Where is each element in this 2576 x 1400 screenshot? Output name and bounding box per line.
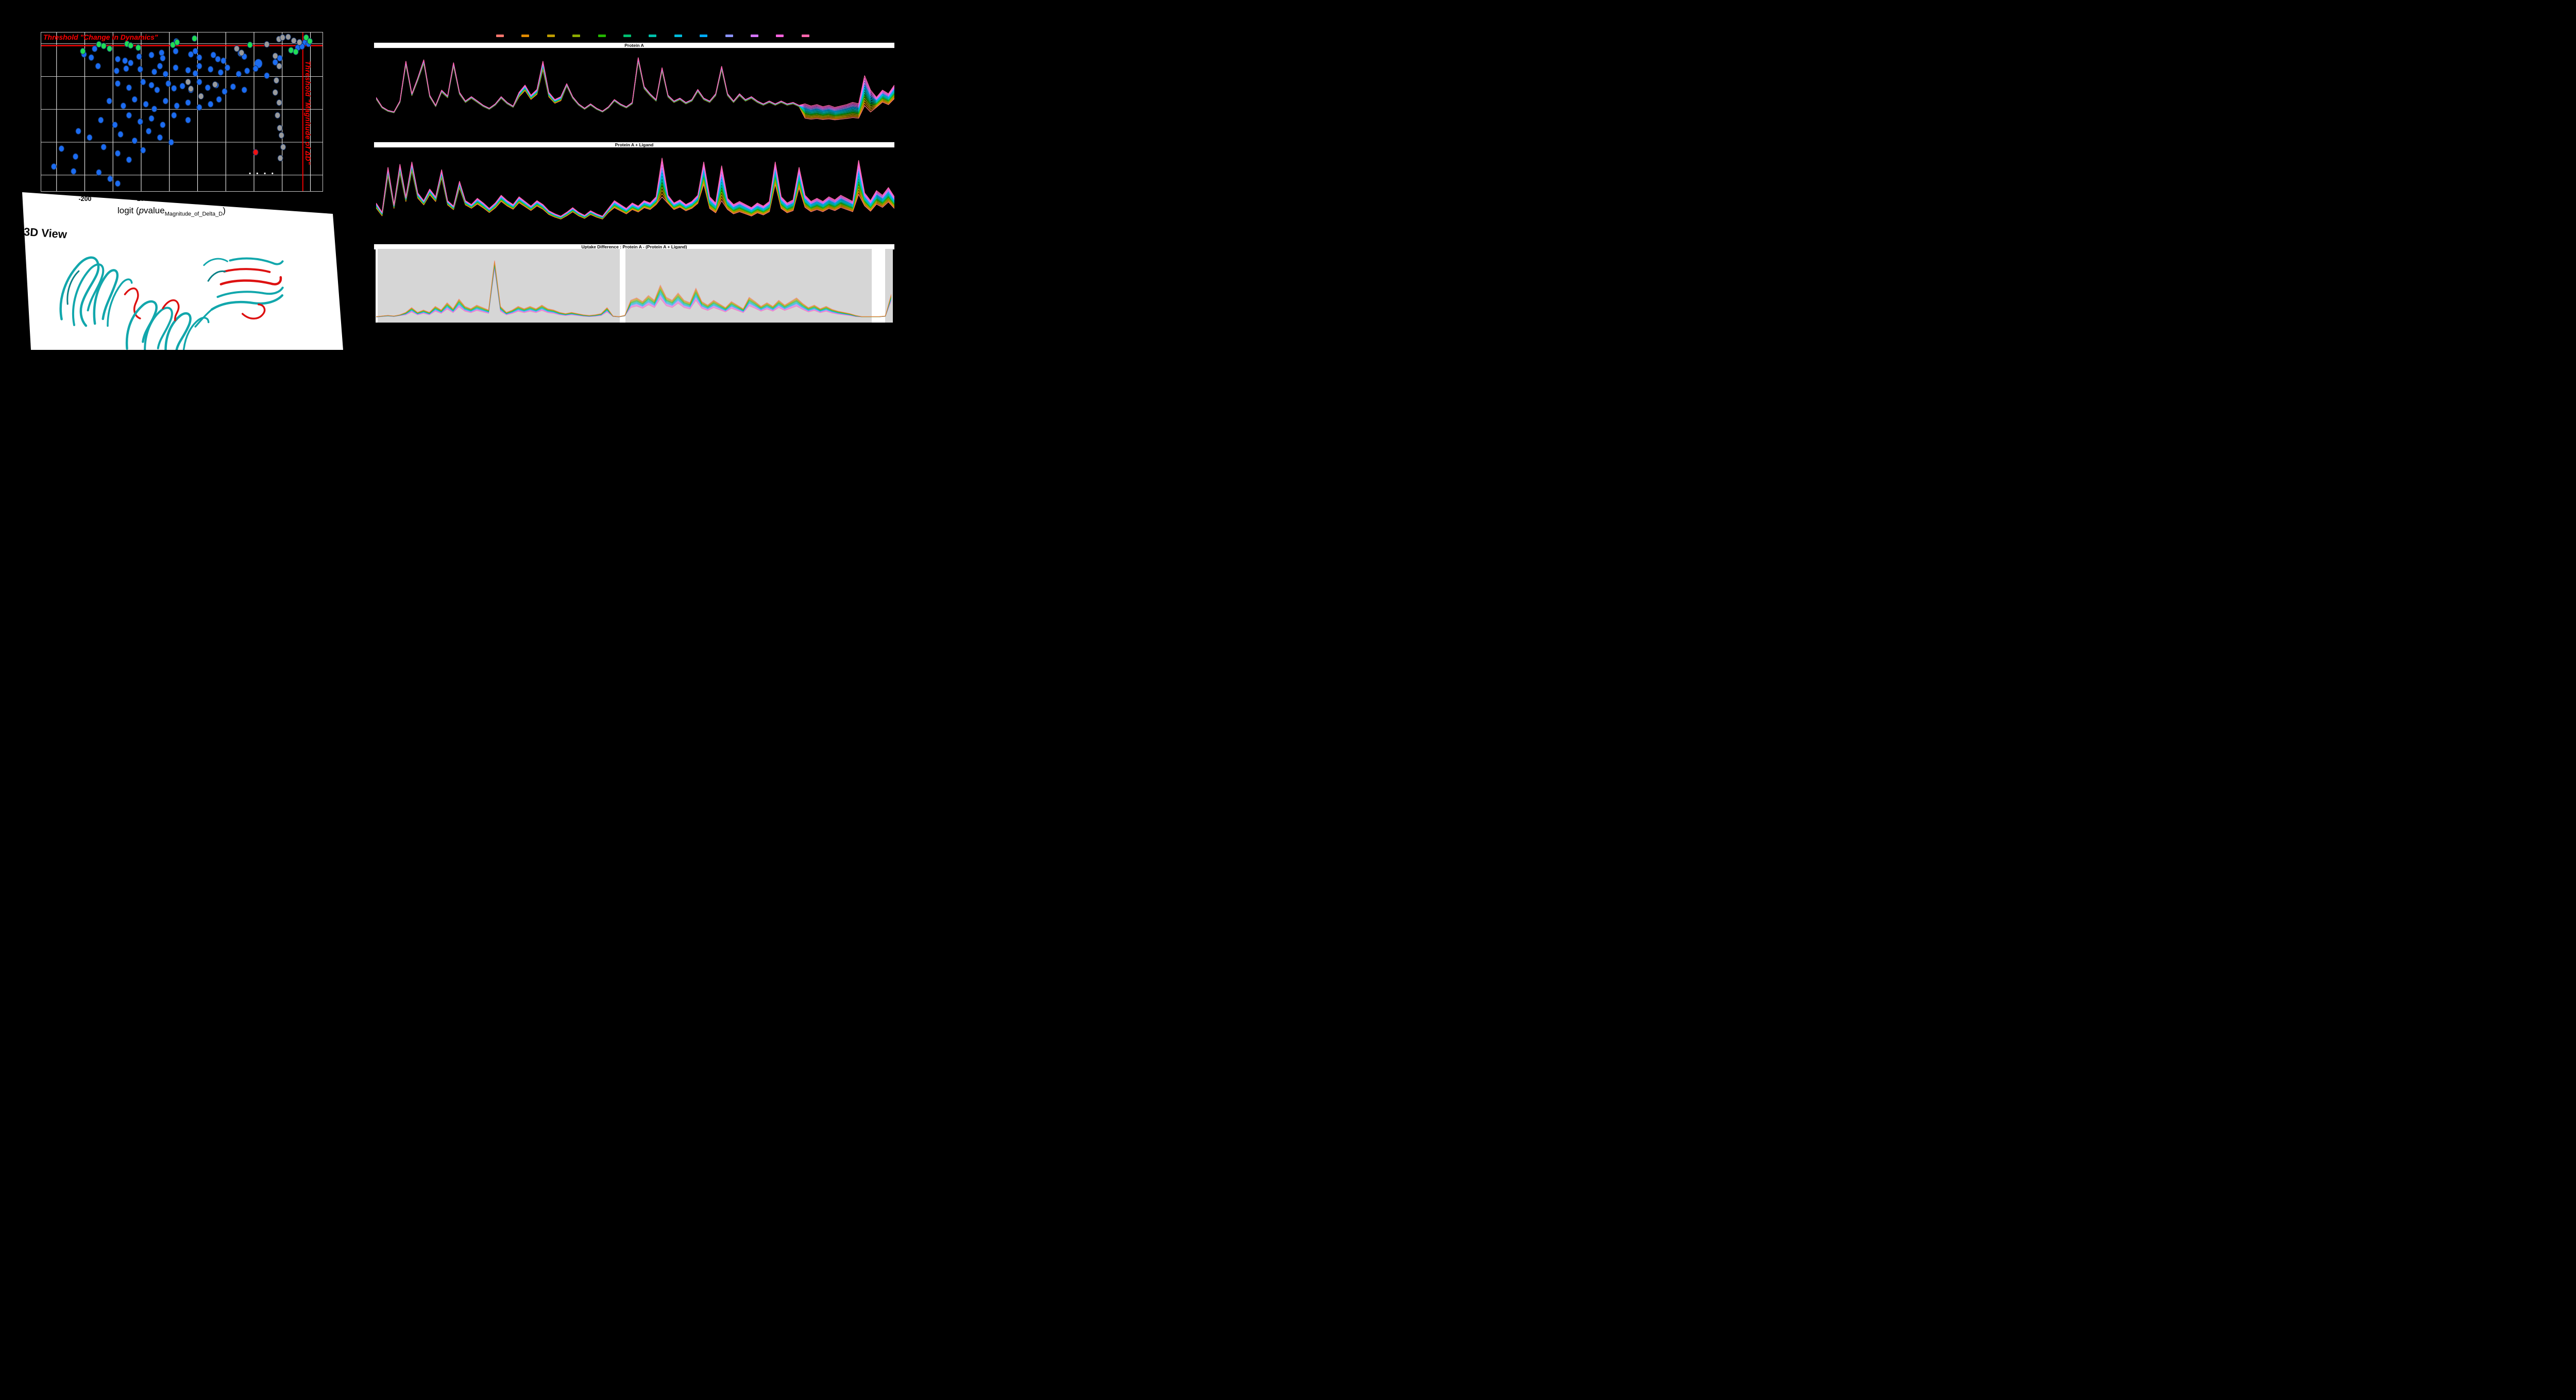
- uptake-chart-protein-a[interactable]: [376, 47, 894, 135]
- uptake-chart-protein-a-ligand[interactable]: [376, 147, 894, 240]
- difference-chart-left-margin: [376, 249, 378, 323]
- threshold-magnitude-label: Threshold "Magnitude of ΔD": [304, 61, 312, 165]
- legend-swatch-timepoint-8[interactable]: [674, 35, 682, 37]
- legend-swatch-timepoint-7[interactable]: [649, 35, 657, 37]
- x-axis-tick--100: -100: [134, 195, 148, 203]
- threshold-change-in-dynamics-label: Threshold "Change in Dynamics": [43, 33, 158, 41]
- legend-swatch-timepoint-1[interactable]: [496, 35, 504, 37]
- legend-swatch-timepoint-9[interactable]: [700, 35, 708, 37]
- protein-ribbon[interactable]: [44, 241, 302, 350]
- difference-chart-gap-1: [620, 249, 625, 323]
- panel-title-uptake-difference-text: Uptake Difference : Protein A - (Protein…: [581, 244, 687, 249]
- panel-title-protein-a-ligand-text: Protein A + Ligand: [615, 142, 654, 147]
- legend-swatch-timepoint-10[interactable]: [725, 35, 733, 37]
- uptake-difference-chart[interactable]: [376, 249, 891, 323]
- legend-swatch-timepoint-3[interactable]: [547, 35, 555, 37]
- volcano-plot-canvas[interactable]: [41, 32, 323, 191]
- volcano-plot[interactable]: [41, 32, 323, 192]
- panel-title-protein-a-ligand: Protein A + Ligand: [374, 142, 894, 148]
- app-canvas: Threshold "Change in Dynamics" Threshold…: [0, 0, 913, 350]
- panel-title-protein-a: Protein A: [374, 42, 894, 48]
- legend-swatch-timepoint-13[interactable]: [801, 35, 809, 37]
- legend-swatch-timepoint-2[interactable]: [521, 35, 530, 37]
- legend-swatch-timepoint-6[interactable]: [623, 35, 631, 37]
- 3d-view-panel[interactable]: 3D View -200 -100 logit (pvalueMagnitude…: [22, 192, 343, 350]
- legend-swatch-timepoint-5[interactable]: [598, 35, 606, 37]
- legend-swatch-timepoint-4[interactable]: [572, 35, 581, 37]
- legend-swatch-timepoint-11[interactable]: [751, 35, 758, 37]
- difference-chart-gap-2: [872, 249, 885, 323]
- panel-title-protein-a-text: Protein A: [624, 43, 644, 48]
- legend-swatch-timepoint-12[interactable]: [776, 35, 784, 37]
- 3d-view-title: 3D View: [23, 225, 67, 241]
- x-axis-tick--200: -200: [78, 195, 92, 203]
- x-axis-label: logit (pvalueMagnitude_of_Delta_D): [117, 206, 226, 217]
